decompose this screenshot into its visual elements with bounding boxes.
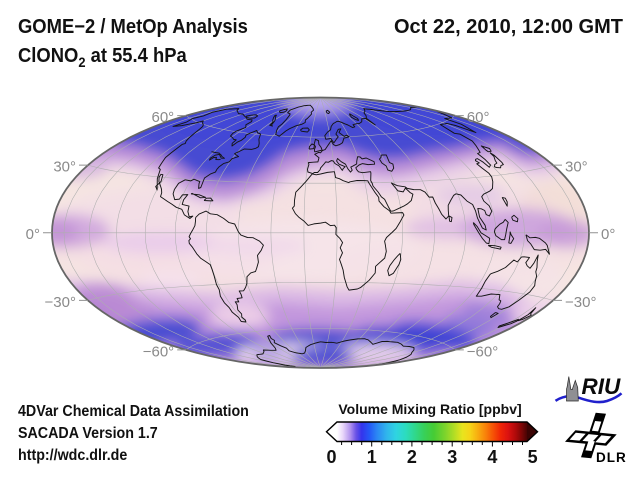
svg-text:4: 4 (487, 447, 497, 467)
svg-text:60°: 60° (152, 109, 175, 126)
svg-text:−30°: −30° (565, 294, 596, 311)
svg-text:−60°: −60° (143, 343, 174, 360)
svg-text:−60°: −60° (467, 343, 498, 360)
svg-text:1: 1 (367, 447, 377, 467)
svg-text:0: 0 (326, 447, 336, 467)
svg-text:RIU: RIU (582, 374, 622, 399)
svg-text:0°: 0° (601, 226, 615, 243)
svg-text:−30°: −30° (45, 294, 76, 311)
svg-text:0°: 0° (26, 226, 40, 243)
svg-text:30°: 30° (565, 159, 588, 176)
svg-text:Volume Mixing Ratio [ppbv]: Volume Mixing Ratio [ppbv] (338, 401, 521, 417)
svg-text:DLR: DLR (596, 450, 627, 465)
svg-text:60°: 60° (467, 109, 490, 126)
svg-text:2: 2 (407, 447, 417, 467)
svg-text:5: 5 (528, 447, 538, 467)
svg-text:3: 3 (447, 447, 457, 467)
svg-text:30°: 30° (53, 159, 76, 176)
